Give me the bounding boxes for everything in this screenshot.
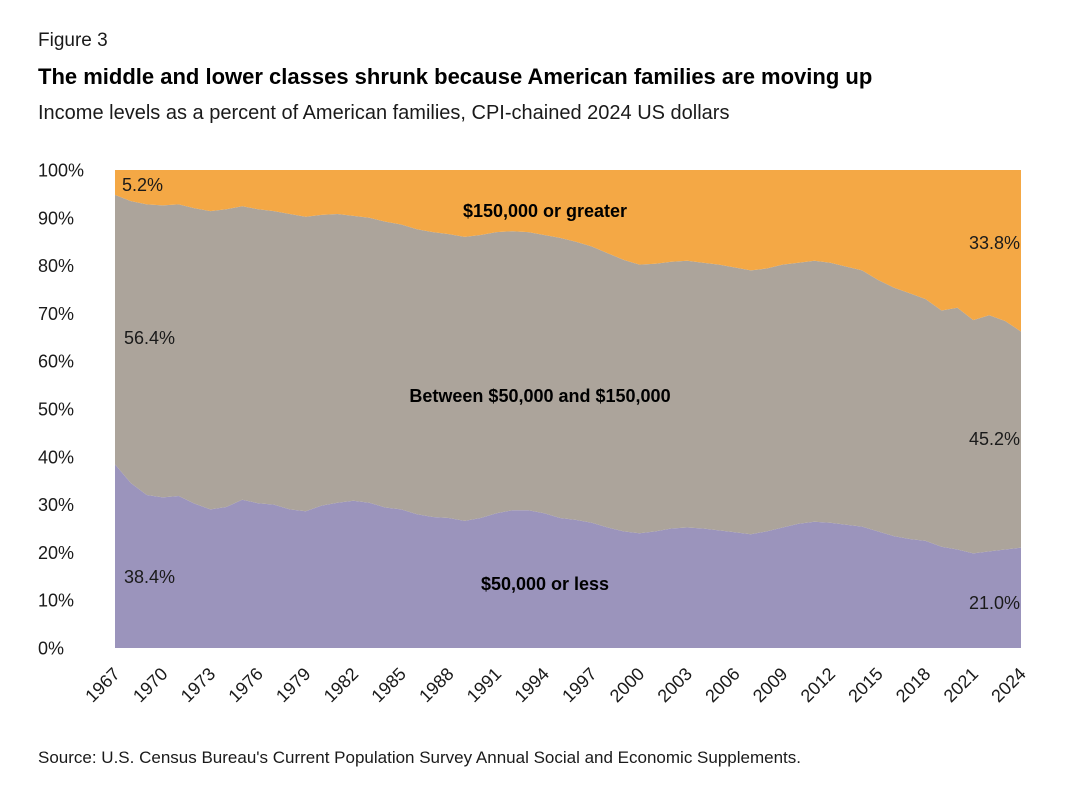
- area-lower: [115, 464, 1021, 648]
- y-axis-tick-label: 80%: [38, 256, 74, 276]
- y-axis-tick-label: 50%: [38, 400, 74, 420]
- chart-subtitle: Income levels as a percent of American f…: [38, 102, 730, 124]
- x-axis-labels: 1967 1970 1973 1976 1979 1982 1985 1988 1991 1994…: [81, 664, 1029, 706]
- y-axis-tick-label: 70%: [38, 304, 74, 324]
- x-axis-tick-label: 2003: [654, 664, 696, 706]
- figure-label: Figure 3: [38, 30, 108, 51]
- y-axis-tick-label: 100%: [38, 161, 84, 181]
- y-axis-tick-label: 60%: [38, 352, 74, 372]
- chart-annotations: 5.2% $150,000 or greater 33.8% 56.4% Bet…: [122, 175, 1020, 613]
- x-axis-tick-label: 1991: [463, 664, 505, 706]
- x-axis-tick-label: 2015: [844, 664, 886, 706]
- x-axis-tick-label: 2006: [701, 664, 743, 706]
- plot-areas: [115, 170, 1021, 648]
- x-axis-tick-label: 2018: [892, 664, 934, 706]
- y-axis-tick-label: 90%: [38, 208, 74, 228]
- x-axis-tick-label: 1979: [272, 664, 314, 706]
- x-axis-tick-label: 2024: [987, 664, 1029, 706]
- chart-title: The middle and lower classes shrunk beca…: [38, 64, 873, 89]
- y-axis-tick-label: 40%: [38, 447, 74, 467]
- chart-header: Figure 3 The middle and lower classes sh…: [38, 30, 1041, 125]
- area-middle: [115, 194, 1021, 554]
- lower-series-end-value: 21.0%: [969, 593, 1020, 613]
- middle-area-label: Between $50,000 and $150,000: [409, 386, 670, 406]
- x-axis-tick-label: 2021: [940, 664, 982, 706]
- x-axis-tick-label: 1970: [129, 664, 171, 706]
- x-axis-tick-label: 2000: [606, 664, 648, 706]
- x-axis-tick-label: 1997: [558, 664, 600, 706]
- x-axis-tick-label: 1976: [224, 664, 266, 706]
- upper-area-label: $150,000 or greater: [463, 201, 627, 221]
- x-axis-tick-label: 1973: [177, 664, 219, 706]
- y-axis-tick-label: 0%: [38, 639, 64, 659]
- lower-series-start-value: 38.4%: [124, 567, 175, 587]
- x-axis-tick-label: 1967: [81, 664, 123, 706]
- middle-series-start-value: 56.4%: [124, 328, 175, 348]
- upper-series-end-value: 33.8%: [969, 233, 1020, 253]
- middle-series-end-value: 45.2%: [969, 429, 1020, 449]
- y-axis-tick-label: 30%: [38, 495, 74, 515]
- x-axis-tick-label: 1982: [320, 664, 362, 706]
- y-axis-tick-label: 20%: [38, 543, 74, 563]
- x-axis-tick-label: 1994: [511, 664, 553, 706]
- area-upper: [115, 170, 1021, 332]
- x-axis-tick-label: 2009: [749, 664, 791, 706]
- source-note: Source: U.S. Census Bureau's Current Pop…: [38, 748, 801, 767]
- lower-area-label: $50,000 or less: [481, 574, 609, 594]
- y-axis-labels: 0% 10% 20% 30% 40% 50% 60% 70% 80% 90% 100%: [38, 161, 84, 659]
- x-axis-tick-label: 1985: [367, 664, 409, 706]
- x-axis-tick-label: 1988: [415, 664, 457, 706]
- upper-series-start-value: 5.2%: [122, 175, 163, 195]
- y-axis-tick-label: 10%: [38, 591, 74, 611]
- x-axis-tick-label: 2012: [797, 664, 839, 706]
